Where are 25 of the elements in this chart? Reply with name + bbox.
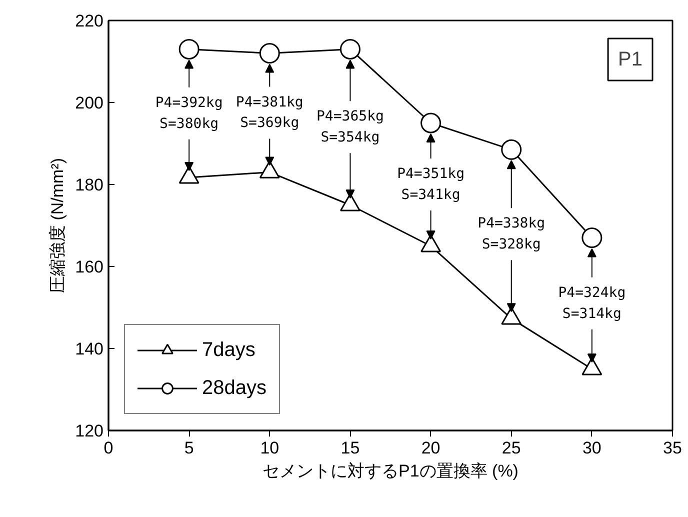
y-axis-title: 圧縮強度 (N/mm²) [48,158,68,294]
annotation: P4=338kg S=328kg [478,216,546,253]
x-tick-label: 15 [340,438,360,458]
annotation: P4=351kg S=341kg [397,166,465,203]
annotation: P4=324kg S=314kg [558,285,626,322]
annotation: P1 [618,48,643,70]
y-tick-label: 140 [75,340,104,358]
x-tick-label: 5 [184,438,194,458]
y-tick-label: 220 [75,12,104,30]
annotation: P4=392kg S=380kg [155,94,223,132]
x-tick-label: 0 [104,438,114,458]
annotation: P4=365kg S=354kg [316,108,384,146]
legend-label: 7days [202,338,256,362]
x-tick-label: 10 [260,438,280,458]
x-tick-label: 35 [663,438,682,458]
y-tick-label: 200 [75,94,104,112]
legend-label: 28days [202,376,266,400]
x-tick-label: 30 [582,438,602,458]
x-tick-label: 25 [502,438,521,458]
annotation: P4=381kg S=369kg [236,94,304,132]
y-tick-label: 120 [75,422,104,440]
x-tick-label: 20 [421,438,440,458]
x-axis-title: セメントに対するP1の置換率 (%) [262,462,518,480]
y-tick-label: 180 [75,176,104,194]
y-tick-label: 160 [75,258,104,276]
